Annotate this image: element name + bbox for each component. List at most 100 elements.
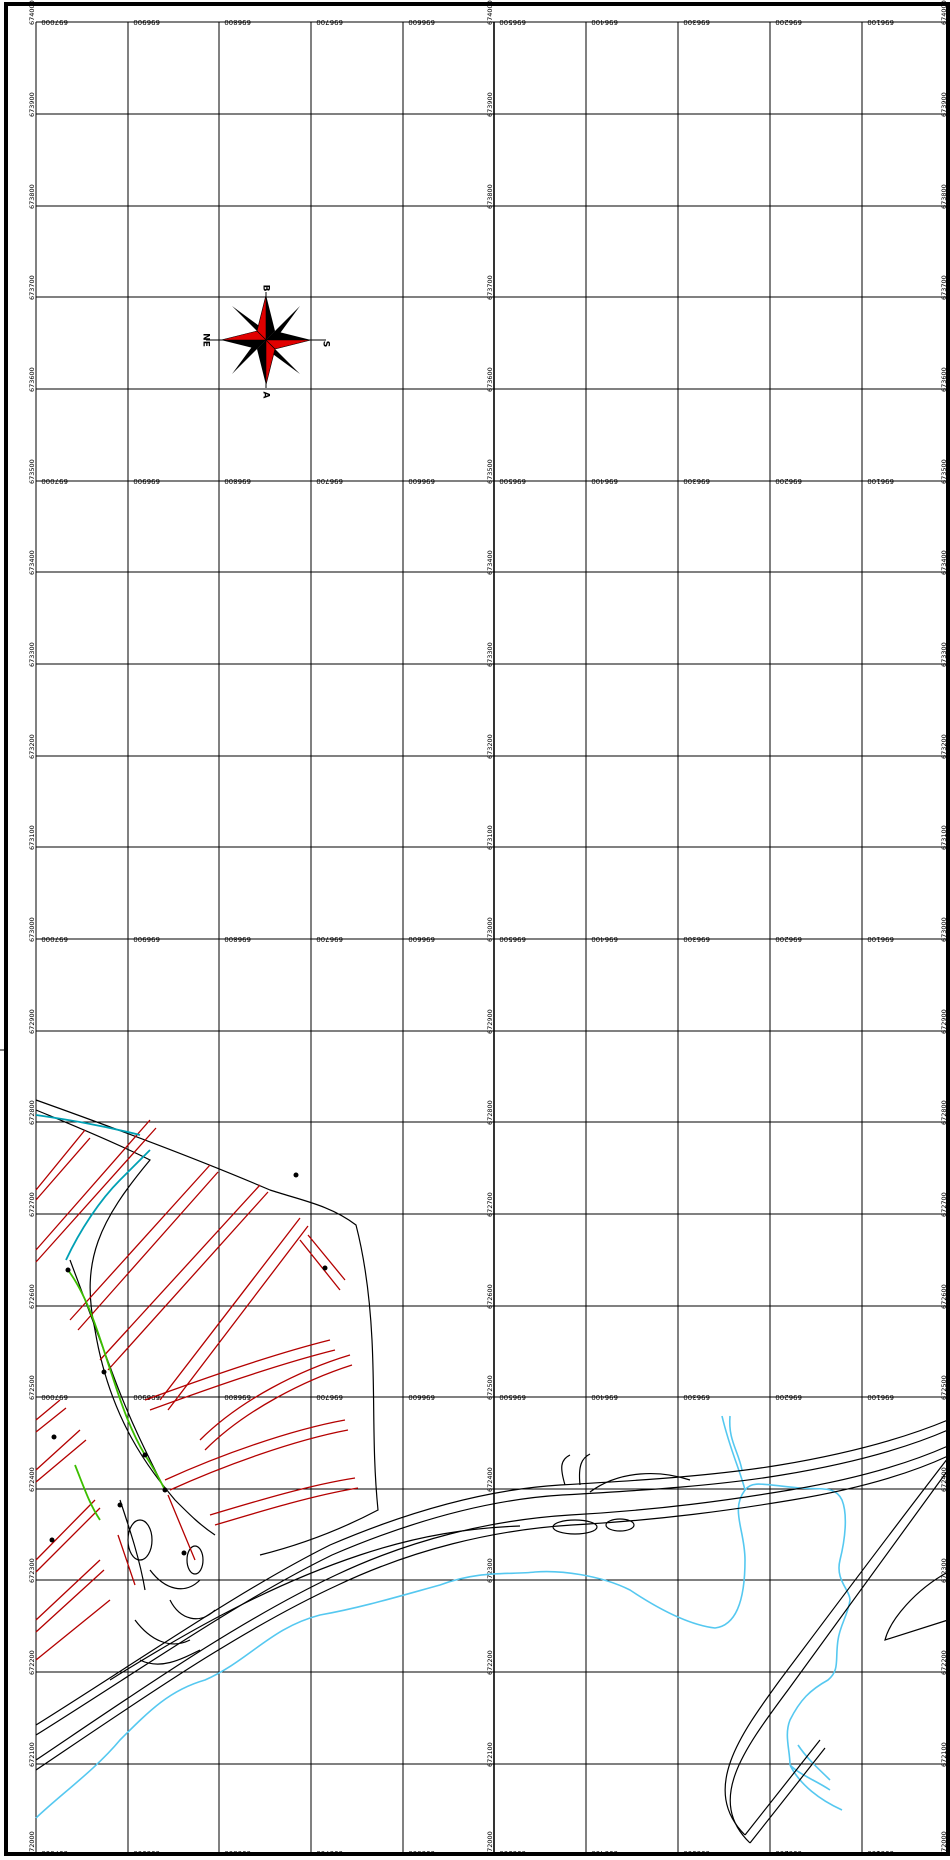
river-lower-branch [789, 1744, 843, 1811]
grid-y-label: 673100 [486, 825, 494, 850]
grid-x-label: 696500 [499, 18, 526, 26]
compass-rose: B A S NE [201, 285, 331, 399]
grid-x-label: 696700 [316, 1393, 343, 1401]
grid-x-label: 696400 [591, 1849, 618, 1856]
grid-y-label: 673800 [940, 184, 948, 209]
coordinate-labels: 697000 696900 696800 696700 696600 696500 6964… [28, 0, 948, 1857]
river-main [35, 1483, 851, 1819]
grid-y-label: 673700 [486, 275, 494, 300]
parcel-west-4 [35, 1559, 105, 1633]
cyan-path [35, 1114, 151, 1261]
grid-x-label: 697000 [41, 18, 68, 26]
grid-y-label: 672600 [486, 1284, 494, 1309]
grid-x-label: 696400 [591, 935, 618, 943]
grid-y-label: 672800 [940, 1100, 948, 1125]
parcel-west-2 [35, 1429, 87, 1483]
interchange-loop [561, 1453, 591, 1486]
grid-x-label: 696200 [775, 1849, 802, 1856]
grid-y-label: 672400 [28, 1467, 36, 1492]
parcels [35, 1119, 359, 1661]
grid-x-label: 696200 [775, 935, 802, 943]
grid-y-label: 672900 [486, 1009, 494, 1034]
grid-x-label: 696600 [408, 477, 435, 485]
parcel-5 [159, 1217, 309, 1411]
grid-y-label: 673200 [486, 734, 494, 759]
grid-y-label: 672300 [940, 1558, 948, 1583]
grid-x-label: 696800 [224, 1393, 251, 1401]
grid-y-label: 672000 [28, 1831, 36, 1856]
grid-y-label: 673900 [940, 92, 948, 117]
main-road-south-edge-2 [35, 1455, 949, 1771]
marker [49, 1537, 55, 1543]
grid-x-label: 696700 [316, 18, 343, 26]
grid-x-label: 696500 [499, 477, 526, 485]
grid-x-label: 696900 [133, 18, 160, 26]
parcel-1 [35, 1129, 91, 1201]
marker [65, 1267, 71, 1273]
grid-x-label: 696900 [133, 477, 160, 485]
grid-x-label: 696500 [499, 1849, 526, 1856]
grid-y-label: 673500 [486, 459, 494, 484]
grid-y-label: 673200 [28, 734, 36, 759]
grid-y-label: 673400 [486, 550, 494, 575]
grid-x-label: 696300 [683, 1849, 710, 1856]
grid-y-label: 673000 [486, 917, 494, 942]
compass-point-north-black [266, 295, 275, 340]
grid-y-label: 673100 [28, 825, 36, 850]
grid-x-label: 697000 [41, 1849, 68, 1856]
marker [322, 1265, 328, 1271]
small-loops [134, 1619, 201, 1665]
coordinate-grid [35, 21, 949, 1854]
grid-x-label: 696600 [408, 18, 435, 26]
diagonal-road-2 [729, 1469, 949, 1844]
grid-x-label: 696400 [591, 18, 618, 26]
grid-x-label: 696300 [683, 18, 710, 26]
parcel-8 [164, 1419, 349, 1491]
grid-x-label: 696800 [224, 1849, 251, 1856]
block-loop-2 [186, 1545, 204, 1575]
grid-x-label: 696900 [133, 1393, 160, 1401]
grid-y-label: 672100 [486, 1742, 494, 1767]
grid-x-label: 696300 [683, 1393, 710, 1401]
main-road-north-edge-2 [35, 1429, 949, 1736]
grid-x-label: 696600 [408, 1393, 435, 1401]
grid-y-label: 672800 [28, 1100, 36, 1125]
service-road [109, 1525, 521, 1681]
parcel-4 [99, 1184, 269, 1371]
grid-y-label: 673800 [28, 184, 36, 209]
parcel-9 [209, 1477, 359, 1526]
grid-y-label: 672100 [28, 1742, 36, 1767]
compass-label-east: S [321, 341, 331, 347]
roads [35, 1419, 949, 1844]
internal-street [69, 1259, 161, 1481]
parcel-west-3 [35, 1499, 101, 1573]
grid-x-label: 696800 [224, 18, 251, 26]
grid-y-label: 673800 [486, 184, 494, 209]
parcel-2 [35, 1119, 157, 1263]
grid-x-label: 696700 [316, 1849, 343, 1856]
grid-y-label: 672600 [940, 1284, 948, 1309]
green-path-west [74, 1464, 101, 1521]
compass-point-south-black [257, 340, 266, 385]
grid-x-label: 696100 [867, 1849, 894, 1856]
green-path [67, 1269, 166, 1491]
grid-y-label: 672500 [486, 1375, 494, 1400]
grid-y-label: 672000 [486, 1831, 494, 1856]
diagonal-road-1 [724, 1457, 949, 1836]
grid-y-label: 672800 [486, 1100, 494, 1125]
compass-label-south: A [261, 392, 271, 399]
grid-y-label: 673700 [28, 275, 36, 300]
parcel-10 [299, 1234, 346, 1291]
parcel-west-1 [35, 1399, 67, 1433]
parcel-7 [144, 1339, 336, 1411]
grid-y-label: 673100 [940, 825, 948, 850]
grid-y-label: 672700 [940, 1192, 948, 1217]
survey-markers [49, 1172, 328, 1556]
grid-y-label: 672900 [940, 1009, 948, 1034]
grid-y-label: 672400 [940, 1467, 948, 1492]
grid-y-label: 672200 [940, 1650, 948, 1675]
grid-y-label: 672200 [28, 1650, 36, 1675]
marker [51, 1434, 57, 1440]
sheet-frame [4, 2, 950, 1856]
